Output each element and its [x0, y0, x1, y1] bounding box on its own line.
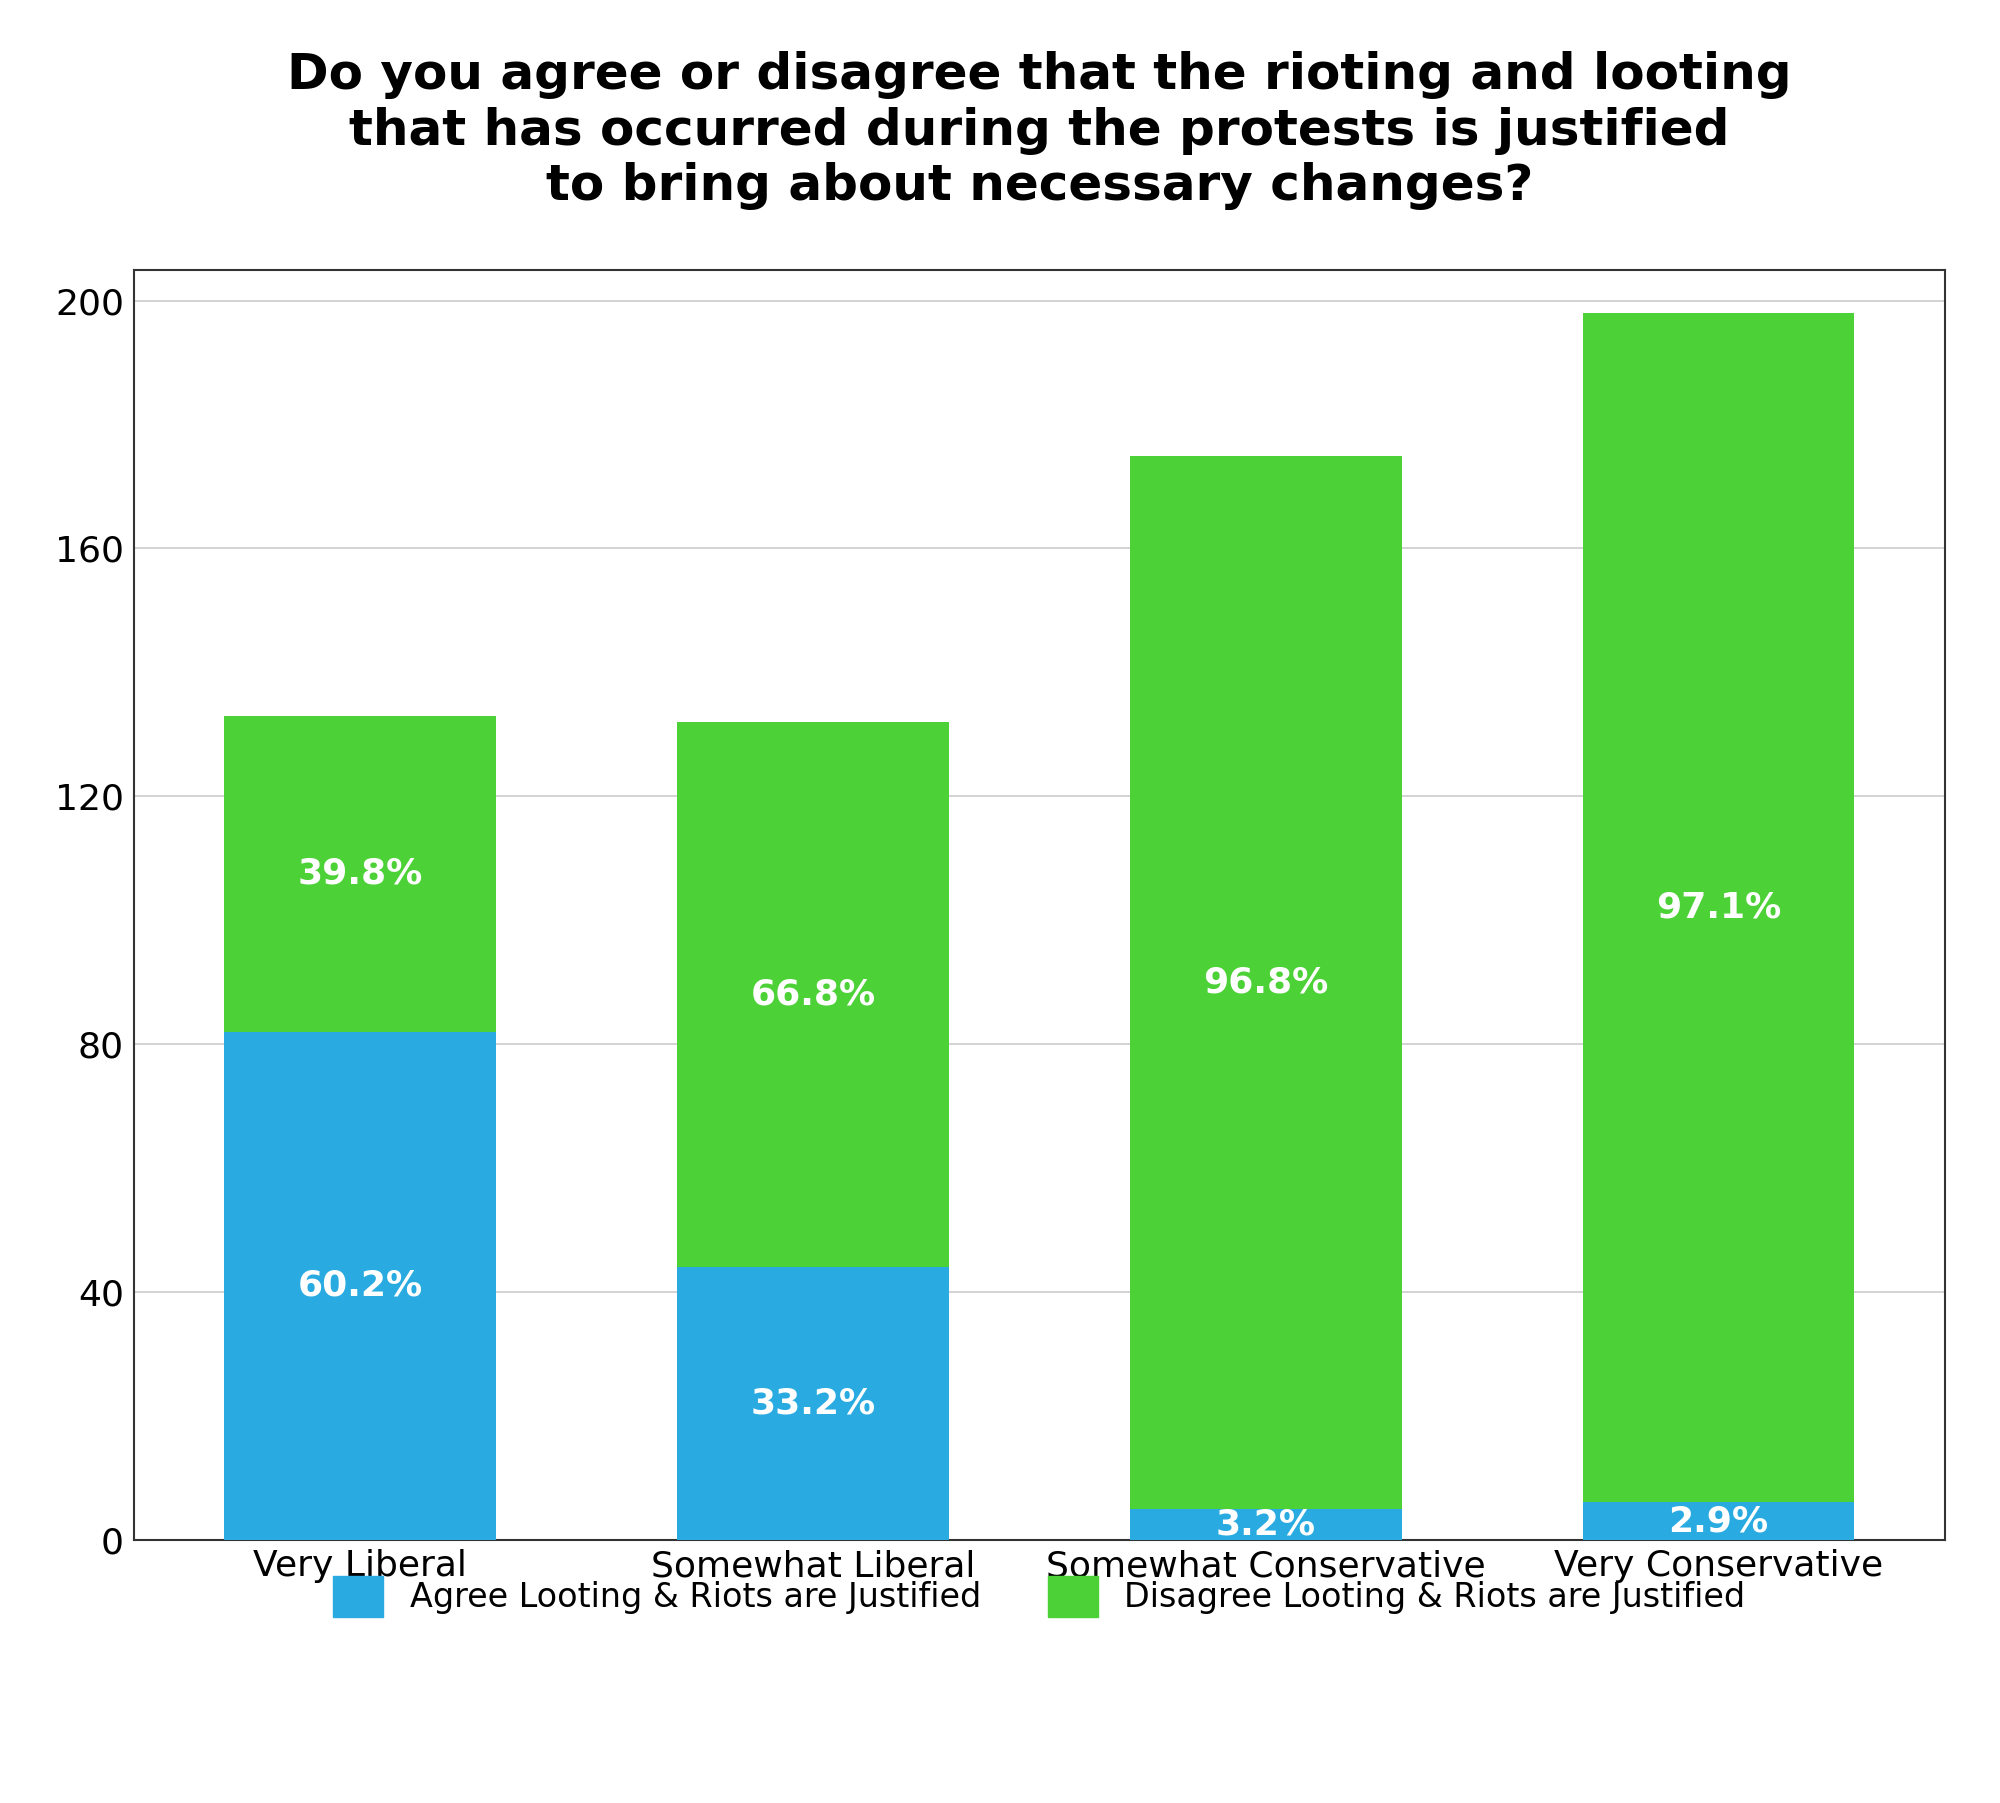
Bar: [224, 716, 496, 1031]
Text: 97.1%: 97.1%: [1656, 891, 1782, 925]
Bar: [678, 721, 948, 1268]
Bar: [1582, 314, 1854, 1502]
Title: Do you agree or disagree that the rioting and looting
that has occurred during t: Do you agree or disagree that the riotin…: [288, 50, 1792, 211]
Bar: [1582, 1502, 1854, 1540]
Text: 2.9%: 2.9%: [1668, 1504, 1768, 1538]
Text: 33.2%: 33.2%: [750, 1387, 876, 1421]
Text: 66.8%: 66.8%: [750, 977, 876, 1011]
Bar: [1130, 1509, 1402, 1540]
Text: 3.2%: 3.2%: [1216, 1507, 1316, 1542]
Text: 60.2%: 60.2%: [298, 1269, 422, 1302]
Bar: [1130, 456, 1402, 1509]
Bar: [678, 1268, 948, 1540]
Legend: Agree Looting & Riots are Justified, Disagree Looting & Riots are Justified: Agree Looting & Riots are Justified, Dis…: [300, 1543, 1778, 1650]
Bar: [224, 1031, 496, 1540]
Text: 96.8%: 96.8%: [1204, 965, 1328, 999]
Text: 39.8%: 39.8%: [298, 856, 422, 891]
